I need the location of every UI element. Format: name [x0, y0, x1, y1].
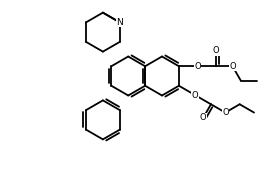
Text: O: O: [192, 91, 198, 100]
Text: O: O: [213, 46, 219, 55]
Text: O: O: [229, 62, 236, 71]
Text: O: O: [222, 108, 229, 117]
Text: O: O: [200, 113, 206, 122]
Text: N: N: [116, 18, 123, 27]
Text: O: O: [194, 62, 201, 71]
